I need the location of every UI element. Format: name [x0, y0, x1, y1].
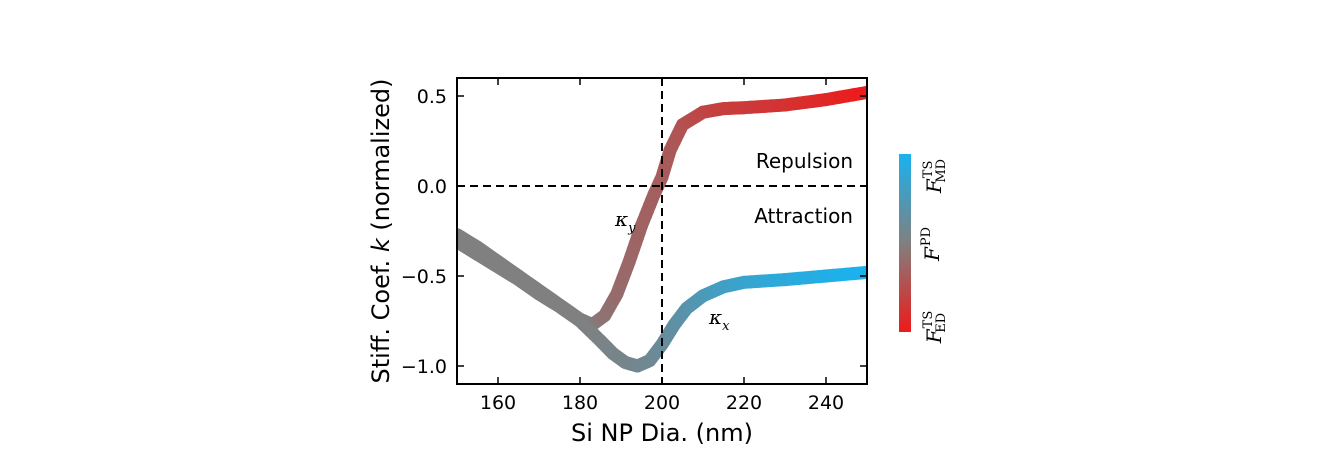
axis-ticks: 160 180 200 220 240 0.5 0.0 −0.5 −1.0: [401, 78, 867, 414]
series-label-kappa-x: κx: [708, 305, 730, 334]
series-layer: [457, 85, 867, 373]
y-tick-label: 0.5: [417, 86, 447, 108]
x-tick-label: 240: [808, 392, 844, 414]
reference-lines: [457, 78, 867, 384]
series-label-kappa-y: κy: [614, 207, 636, 236]
colorbar-label-middle: FPD: [919, 227, 944, 262]
y-tick-label: −0.5: [401, 266, 447, 288]
series-x-segment: [853, 265, 867, 280]
y-tick-label: 0.0: [417, 176, 447, 198]
colorbar-label-bottom: FTSED: [921, 311, 949, 344]
y-tick-label: −1.0: [401, 356, 447, 378]
x-tick-label: 180: [562, 392, 598, 414]
annotation-attraction: Attraction: [754, 204, 853, 228]
x-axis-title: Si NP Dia. (nm): [571, 419, 753, 447]
series-y-segment: [853, 85, 867, 101]
x-tick-label: 220: [726, 392, 762, 414]
x-tick-label: 160: [480, 392, 516, 414]
annotation-repulsion: Repulsion: [756, 149, 853, 173]
series-x-curve: [457, 235, 867, 373]
colorbar-label-top: FTSMD: [921, 159, 949, 194]
colorbar: [899, 154, 911, 332]
x-tick-label: 200: [644, 392, 680, 414]
y-axis-title: Stiff. Coef. k (normalized): [367, 79, 395, 384]
